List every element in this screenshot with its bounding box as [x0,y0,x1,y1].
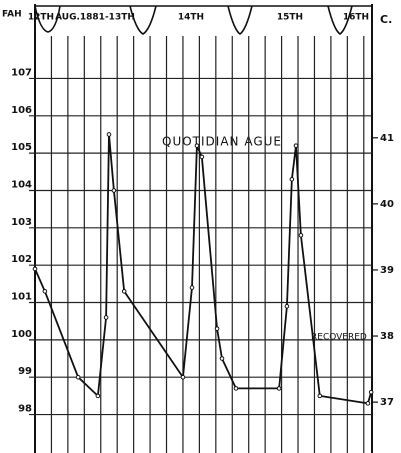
y-tick-label: 102 [11,254,32,265]
y-tick-label: 105 [11,142,32,153]
y-tick-label: 99 [18,366,32,377]
temperature-point [214,326,220,331]
temperature-point [180,374,186,380]
temperature-point [42,289,48,294]
y-tick-label: 104 [11,179,32,190]
temperature-point [75,374,81,380]
temperature-point [103,315,109,320]
temperature-point [219,356,225,361]
temperature-point [194,143,200,148]
temperature-point [32,266,38,272]
day-label: 14TH [178,13,204,23]
y-tick-label: 101 [11,292,32,303]
y2-tick-label: 37 [380,397,394,408]
y2-tick-label: 41 [380,133,394,144]
temperature-point [298,232,304,238]
temperature-point [284,303,290,309]
day-label: 16TH [343,13,369,23]
y2-tick-label: 39 [380,265,394,276]
y-axis-label: FAH [2,10,22,20]
y-tick-label: 100 [11,329,32,340]
temperature-point [106,132,112,137]
temperature-point [121,289,127,294]
temperature-point [276,386,282,391]
temperature-point [289,176,295,182]
temperature-point [365,401,371,406]
y-tick-label: 107 [11,67,32,78]
y2-axis-label: C. [380,13,392,26]
y-tick-label: 106 [11,105,32,116]
temperature-point [111,188,117,193]
annotation: RECOVERED [311,333,367,343]
y-tick-label: 98 [18,404,32,415]
day-label: 12TH [28,13,54,23]
day-label: AUG.1881-13TH [55,13,135,23]
temperature-point [95,393,101,399]
temperature-point [293,143,299,148]
temperature-point [233,386,239,391]
y2-tick-label: 38 [380,331,394,342]
temperature-point [189,285,195,290]
temperature-point [317,393,323,399]
y2-tick-label: 40 [380,199,394,210]
temperature-point [199,154,205,160]
y-tick-label: 103 [11,217,32,228]
day-label: 15TH [277,13,303,23]
temperature-point [368,389,374,395]
chart-title: QUOTIDIAN AGUE [162,135,282,149]
